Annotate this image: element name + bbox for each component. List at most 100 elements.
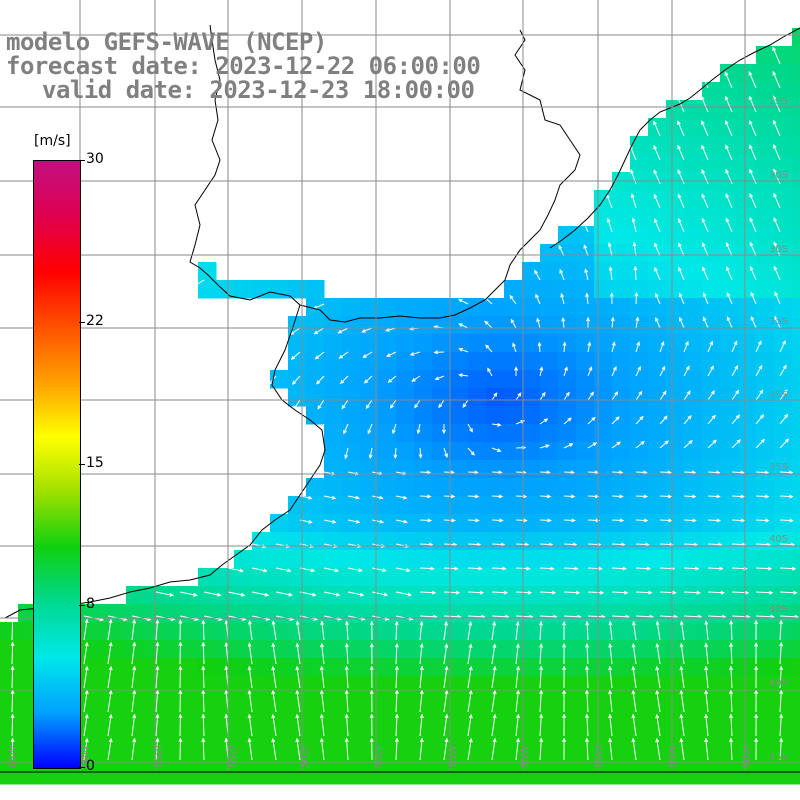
wind-speed-cell [630,370,649,389]
wind-speed-cell [468,316,487,335]
wind-arrow [534,269,541,281]
wind-speed-cell [648,460,667,479]
lat-lon-grid [0,0,800,773]
wind-speed-cell [324,298,343,317]
wind-speed-cell [630,442,649,461]
wind-speed-cell [378,334,397,353]
wind-speed-cell [666,568,685,587]
wind-speed-cell [432,406,451,425]
wind-speed-cell [234,622,253,641]
wind-arrow [319,713,325,737]
wind-arrow [754,737,759,761]
wind-speed-cell [504,640,523,659]
wind-speed-cell [468,370,487,389]
wind-arrow [539,665,544,689]
wind-speed-cell [378,388,397,407]
wind-speed-cell [522,334,541,353]
wind-speed-cell [378,478,397,497]
wind-speed-cell [396,748,415,767]
wind-arrow [290,351,301,360]
wind-speed-cell [648,640,667,659]
wind-speed-cell [648,388,667,407]
wind-speed-cell [756,478,775,497]
wind-speed-cell [342,568,361,587]
wind-speed-cell [612,658,631,677]
wind-speed-cell [378,460,397,479]
wind-speed-cell [252,748,271,767]
wind-arrow [467,643,473,665]
latitude-label: 35S [769,390,788,401]
wind-speed-cell [540,244,559,263]
wind-speed-cell [252,730,271,749]
wind-speed-cell [720,586,739,605]
wind-arrow [264,303,277,311]
wind-speed-cell [666,604,685,623]
wind-speed-cell [414,550,433,569]
wind-arrow [679,316,685,329]
wind-speed-cell [540,352,559,371]
wind-speed-cell [630,550,649,569]
wind-arrow [539,391,546,401]
wind-arrow [582,220,589,233]
wind-speed-cell [270,658,289,677]
wind-speed-cell [756,640,775,659]
wind-speed-cell [540,388,559,407]
wind-speed-cell [702,280,721,299]
wind-speed-cell [288,334,307,353]
wind-speed-cell [342,658,361,677]
wind-arrow [515,643,520,665]
wind-speed-cell [684,226,703,245]
wind-speed-cell [684,244,703,263]
wind-arrow [659,590,677,595]
wind-speed-cell [414,496,433,515]
wind-arrow [443,665,449,689]
wind-arrow [606,217,613,233]
wind-speed-cell [306,496,325,515]
wind-speed-cell [774,406,793,425]
wind-speed-cell [522,730,541,749]
wind-speed-cell [324,586,343,605]
wind-speed-cell [450,766,469,785]
wind-arrow [587,341,592,353]
wind-speed-cell [540,622,559,641]
wind-arrow [755,340,762,353]
wind-arrow [515,737,520,761]
wind-speed-cell [432,298,451,317]
wind-speed-cell [378,316,397,335]
wind-speed-cell [648,208,667,227]
wind-arrow [678,266,685,281]
wind-speed-cell [738,460,757,479]
wind-arrow [611,391,619,401]
wind-speed-cell [378,622,397,641]
wind-speed-cell [414,604,433,623]
wind-arrow [772,95,781,113]
wind-speed-cell [270,370,289,389]
wind-speed-cell [774,316,793,335]
wind-speed-cell [738,766,757,785]
wind-speed-cell [558,766,577,785]
wind-speed-cell [360,388,379,407]
wind-speed-cell [378,298,397,317]
wind-speed-cell [720,352,739,371]
wind-speed-cell [504,586,523,605]
wind-speed-cell [396,514,415,533]
wind-arrow [83,689,89,713]
wind-speed-cell [792,82,800,101]
wind-arrow [779,689,784,713]
wind-speed-cell [0,658,19,677]
longitude-label: 55W [520,745,531,768]
wind-arrow [539,494,552,499]
wind-speed-cell [486,748,505,767]
wind-speed-cell [216,766,235,785]
wind-speed-cell [306,622,325,641]
wind-speed-cell [720,496,739,515]
wind-speed-cell [594,388,613,407]
wind-speed-cell [504,550,523,569]
wind-speed-cell [306,280,325,299]
wind-speed-cell [504,712,523,731]
wind-speed-cell [648,226,667,245]
wind-arrow [247,620,253,641]
wind-speed-cell [522,550,541,569]
longitude-labels: 65W 60W 55W 55W 50W 45W 55W 55W 55W 55W 50W [8,745,753,768]
colorbar-tick-mark [79,463,85,465]
